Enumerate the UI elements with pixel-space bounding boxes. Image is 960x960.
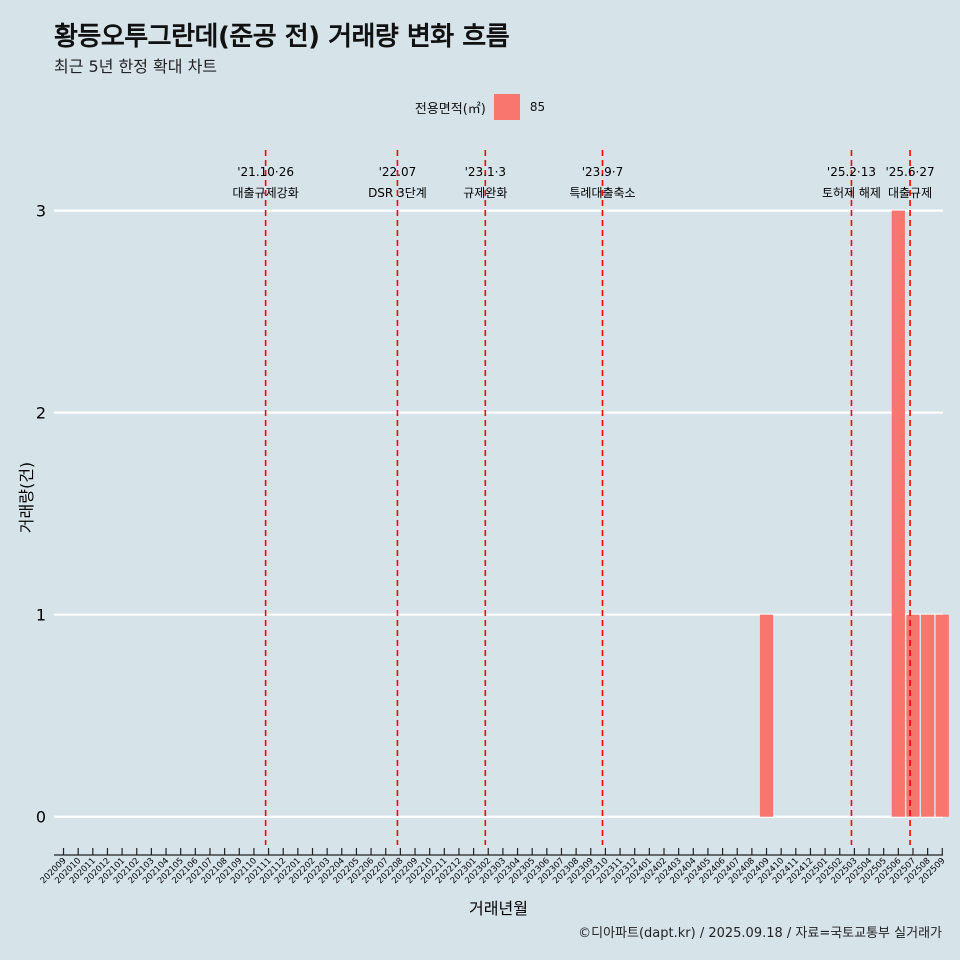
event-name-label: 규제완화 [463, 186, 507, 200]
y-axis-title: 거래량(건) [17, 462, 36, 533]
legend-title: 전용면적(㎡) [414, 101, 486, 117]
event-name-label: 대출규제강화 [233, 186, 299, 200]
legend-color-key [493, 94, 520, 120]
y-tick-label: 2 [36, 404, 46, 423]
chart-title: 황등오투그란데(준공 전) 거래량 변화 흐름 [54, 22, 510, 52]
event-date-label: '21.10·26 [237, 165, 294, 179]
event-name-label: DSR 3단계 [368, 186, 427, 200]
bar-202508 [921, 614, 935, 817]
bar-202507 [906, 614, 920, 817]
event-date-label: '22.07 [379, 165, 417, 179]
y-tick-label: 0 [36, 808, 46, 827]
y-tick-label: 3 [36, 202, 46, 221]
bar-202409 [759, 614, 774, 817]
event-date-label: '23.9·7 [582, 165, 623, 179]
event-date-label: '23.1·3 [465, 165, 506, 179]
source-caption: ©디아파트(dapt.kr) / 2025.09.18 / 자료=국토교통부 실… [578, 926, 942, 941]
bar-202506 [891, 210, 905, 817]
event-name-label: 토허제 해제 [822, 186, 881, 200]
legend-label: 85 [529, 100, 546, 114]
event-date-label: '25.6·27 [885, 165, 934, 179]
y-tick-label: 1 [36, 606, 46, 625]
event-name-label: 특례대출축소 [569, 186, 635, 200]
bar-202509 [935, 614, 949, 817]
chart-subtitle: 최근 5년 한정 확대 차트 [54, 57, 218, 76]
x-axis-title: 거래년월 [469, 899, 528, 918]
event-date-label: '25.2·13 [827, 165, 876, 179]
event-name-label: 대출규제 [888, 186, 932, 200]
legend: 전용면적(㎡) 85 [0, 93, 960, 121]
